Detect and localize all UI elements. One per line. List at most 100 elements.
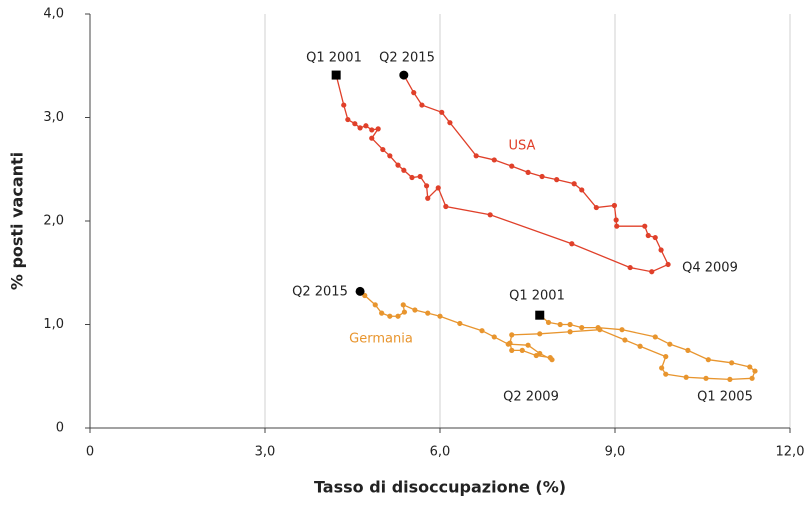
data-point (703, 375, 709, 381)
data-point (593, 204, 599, 211)
data-point (509, 332, 515, 338)
data-point (611, 202, 618, 209)
data-point (569, 241, 575, 247)
data-point (665, 261, 671, 268)
data-point (423, 183, 430, 189)
data-point (645, 232, 651, 239)
data-point (491, 334, 497, 340)
data-point (627, 264, 633, 271)
data-point (395, 313, 401, 319)
data-point (567, 329, 573, 335)
end-marker (355, 286, 365, 296)
data-point (357, 125, 363, 131)
data-point (417, 173, 423, 180)
data-point (443, 203, 449, 210)
data-point (752, 368, 758, 374)
data-point (457, 320, 463, 327)
data-point (525, 342, 531, 348)
annotation: Germania (349, 332, 413, 347)
data-point (425, 310, 431, 316)
annotation: Q2 2015 (379, 51, 435, 66)
annotation: Q4 2009 (682, 261, 738, 276)
data-point (509, 347, 515, 353)
end-marker (399, 70, 409, 80)
data-point (749, 375, 755, 381)
annotation: Q1 2005 (697, 390, 753, 405)
series-line (335, 74, 669, 273)
data-point (395, 162, 401, 168)
data-point (369, 127, 375, 133)
data-point (345, 116, 351, 123)
data-point (579, 325, 585, 331)
x-tick-label: 3,0 (255, 445, 276, 460)
data-point (479, 328, 485, 334)
y-tick-label: 3,0 (43, 110, 64, 125)
data-point (537, 350, 543, 357)
y-tick-label: 0 (56, 421, 64, 436)
data-point (425, 195, 431, 201)
data-point (747, 364, 753, 370)
start-marker (331, 70, 341, 80)
data-point (509, 163, 515, 169)
data-point (437, 313, 443, 319)
series-line (359, 290, 756, 381)
data-point (614, 223, 620, 229)
data-point (539, 173, 545, 180)
data-point (380, 146, 386, 153)
data-point (685, 347, 691, 353)
data-point (683, 374, 689, 380)
data-point (341, 102, 347, 108)
data-point (412, 307, 418, 313)
data-point (659, 365, 665, 371)
data-point (663, 353, 669, 360)
data-point (409, 174, 415, 181)
data-point (727, 376, 733, 382)
data-point (554, 177, 560, 183)
data-point (375, 126, 381, 132)
data-point (658, 247, 664, 253)
data-point (439, 109, 445, 115)
data-point (567, 321, 573, 328)
data-point (411, 90, 417, 96)
data-point (642, 223, 648, 229)
data-point (579, 187, 585, 193)
data-point (419, 102, 425, 108)
y-axis-title: % posti vacanti (8, 152, 27, 290)
data-point (619, 327, 625, 333)
data-point (649, 269, 655, 275)
data-point (537, 331, 543, 337)
data-point (369, 135, 375, 141)
y-tick-label: 1,0 (43, 317, 64, 332)
start-marker (535, 310, 545, 320)
data-point (372, 302, 378, 308)
x-axis-title: Tasso di disoccupazione (%) (314, 478, 566, 497)
data-point (729, 360, 735, 366)
y-tick-label: 4,0 (43, 7, 64, 22)
x-tick-label: 6,0 (430, 445, 451, 460)
x-tick-label: 12,0 (776, 445, 805, 460)
data-point (525, 169, 531, 175)
data-point (352, 121, 358, 127)
data-point (387, 313, 393, 319)
data-point (667, 341, 673, 347)
x-tick-label: 0 (86, 445, 94, 460)
annotation: Q1 2001 (509, 289, 565, 304)
data-point (622, 337, 628, 343)
y-tick-label: 2,0 (43, 214, 64, 229)
data-point (652, 334, 658, 340)
data-point (557, 321, 563, 328)
x-tick-label: 9,0 (605, 445, 626, 460)
data-point (387, 153, 393, 159)
data-point (613, 217, 619, 223)
annotation: Q1 2001 (306, 51, 362, 66)
data-point (401, 167, 407, 173)
data-point (400, 302, 406, 308)
annotation: Q2 2009 (503, 390, 559, 405)
data-point (363, 123, 369, 129)
data-point (447, 120, 453, 126)
data-point (652, 234, 658, 241)
data-point (549, 357, 555, 363)
data-point (487, 212, 493, 218)
data-point (401, 309, 408, 315)
